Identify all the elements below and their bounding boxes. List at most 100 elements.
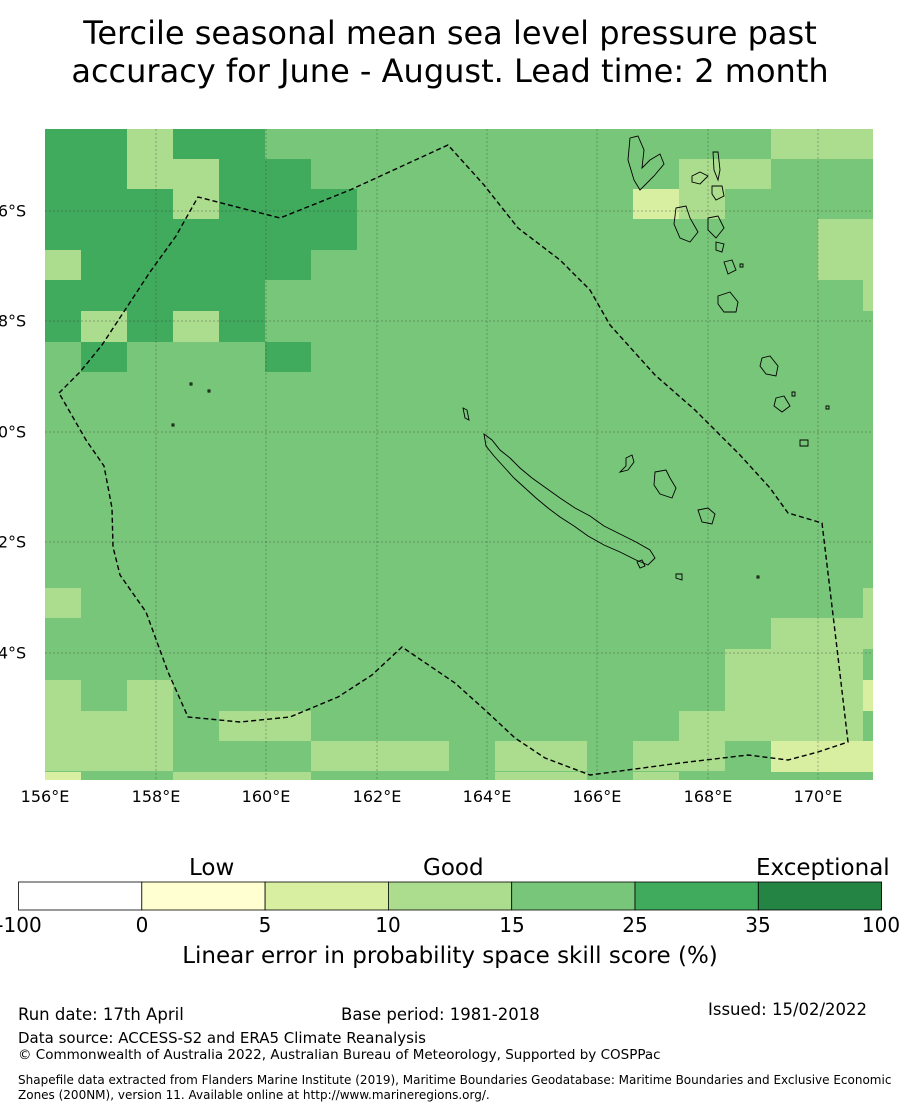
- skill-cell: [219, 159, 311, 189]
- skill-cell: [45, 680, 81, 711]
- lat-tick-16s: 16°S: [0, 201, 27, 221]
- espiritu-santo-coastline: [627, 135, 665, 191]
- skill-cell: [173, 129, 265, 159]
- coastlines: [171, 135, 830, 581]
- lat-tick-20s: 20°S: [0, 422, 27, 442]
- title-line-1: Tercile seasonal mean sea level pressure…: [83, 14, 817, 52]
- ambrym-coastline: [711, 185, 725, 201]
- colorbar-segment: [511, 881, 636, 911]
- colorbar-segment: [634, 881, 759, 911]
- new-caledonia-coastline: [483, 432, 656, 566]
- maewo-pentecost-coastline: [712, 151, 721, 182]
- shapefile-credit: Shapefile data extracted from Flanders M…: [18, 1073, 892, 1102]
- lat-tick-18s: 18°S: [0, 311, 27, 331]
- lon-tick-162: 162°E: [352, 787, 402, 806]
- tanna-coastline: [759, 355, 779, 377]
- lon-tick-170: 170°E: [793, 787, 843, 806]
- skill-cell: [45, 772, 81, 780]
- skill-grid-cells: [45, 129, 873, 780]
- matthew-island-coastline: [799, 439, 809, 447]
- cbar-tick-15: 15: [499, 913, 525, 937]
- skill-cell: [818, 219, 873, 280]
- walpole-coastline: [675, 573, 683, 581]
- map-gridlines: [45, 129, 873, 780]
- lat-tick-22s: 22°S: [0, 532, 27, 552]
- skill-cell: [771, 741, 818, 772]
- skill-cell: [127, 129, 173, 189]
- skill-cell: [771, 618, 873, 649]
- skill-cell: [771, 129, 873, 159]
- skill-cell: [219, 711, 311, 741]
- skill-cell: [45, 129, 127, 159]
- skill-cell: [633, 741, 725, 771]
- skill-cell: [495, 741, 587, 771]
- cbar-tick-10: 10: [375, 913, 401, 937]
- eez-boundary: [58, 144, 849, 776]
- skill-cell: [495, 772, 587, 780]
- colorbar-segment: [141, 881, 266, 911]
- lon-tick-164: 164°E: [462, 787, 512, 806]
- colorbar-segment: [18, 881, 143, 911]
- skill-cell: [173, 772, 311, 780]
- epi-coastline: [707, 215, 725, 239]
- skill-cell: [45, 219, 357, 250]
- colorbar-label: Linear error in probability space skill …: [182, 943, 718, 969]
- skill-cell: [219, 189, 357, 219]
- skill-cell: [81, 250, 311, 280]
- skill-cell: [633, 772, 679, 780]
- lon-tick-168: 168°E: [683, 787, 733, 806]
- skill-cell: [863, 588, 873, 618]
- cbar-tick-neg100: -100: [0, 913, 42, 937]
- skill-cell: [818, 741, 873, 772]
- small-islet-6: [756, 575, 760, 579]
- shepherd-islands-coastline: [715, 241, 725, 253]
- mare-coastline: [697, 507, 716, 525]
- lon-tick-158: 158°E: [131, 787, 181, 806]
- skill-cell: [219, 311, 265, 342]
- skill-cell: [45, 711, 173, 741]
- skill-cell: [81, 342, 127, 372]
- skill-cell: [173, 159, 219, 189]
- cbar-tick-25: 25: [622, 913, 648, 937]
- small-islet-1: [825, 405, 830, 410]
- lon-tick-166: 166°E: [572, 787, 622, 806]
- cbar-tick-0: 0: [135, 913, 149, 937]
- skill-cell: [173, 311, 219, 342]
- ouvea-coastline: [618, 454, 635, 473]
- skill-cell: [863, 280, 873, 311]
- skill-cell: [311, 741, 449, 771]
- base-period: Base period: 1981-2018: [341, 1005, 540, 1024]
- skill-cell: [45, 280, 265, 311]
- cbar-tick-35: 35: [745, 913, 771, 937]
- skill-cell: [127, 680, 173, 711]
- lifou-coastline: [653, 469, 677, 499]
- lat-tick-24s: 24°S: [0, 643, 27, 663]
- skill-cell: [81, 311, 127, 342]
- category-low: Low: [189, 855, 235, 881]
- category-exceptional: Exceptional: [756, 855, 890, 881]
- skill-cell: [45, 250, 81, 280]
- isle-of-pines-coastline: [636, 559, 646, 569]
- efate-coastline: [723, 259, 737, 275]
- small-islet-3: [189, 382, 193, 386]
- skill-cell: [265, 342, 311, 372]
- skill-cell: [45, 189, 173, 219]
- title-line-2: accuracy for June - August. Lead time: 2…: [71, 52, 829, 90]
- erromango-coastline: [717, 291, 739, 313]
- aneityum-coastline: [773, 395, 791, 413]
- skill-cell: [679, 159, 771, 189]
- skill-cell: [725, 680, 863, 711]
- skill-cell: [725, 649, 863, 680]
- chart-title: Tercile seasonal mean sea level pressure…: [0, 14, 900, 90]
- skill-cell: [173, 189, 219, 219]
- small-islet-2: [791, 391, 796, 397]
- ambae-coastline: [691, 171, 709, 185]
- malekula-coastline: [673, 205, 699, 243]
- issued-date: Issued: 15/02/2022: [708, 1000, 868, 1019]
- small-islet-5: [171, 423, 175, 427]
- small-islet-7: [739, 263, 744, 268]
- colorbar-segment: [757, 881, 882, 911]
- lon-tick-160: 160°E: [241, 787, 291, 806]
- skill-cell: [45, 588, 81, 618]
- belep-islands-coastline: [462, 407, 470, 421]
